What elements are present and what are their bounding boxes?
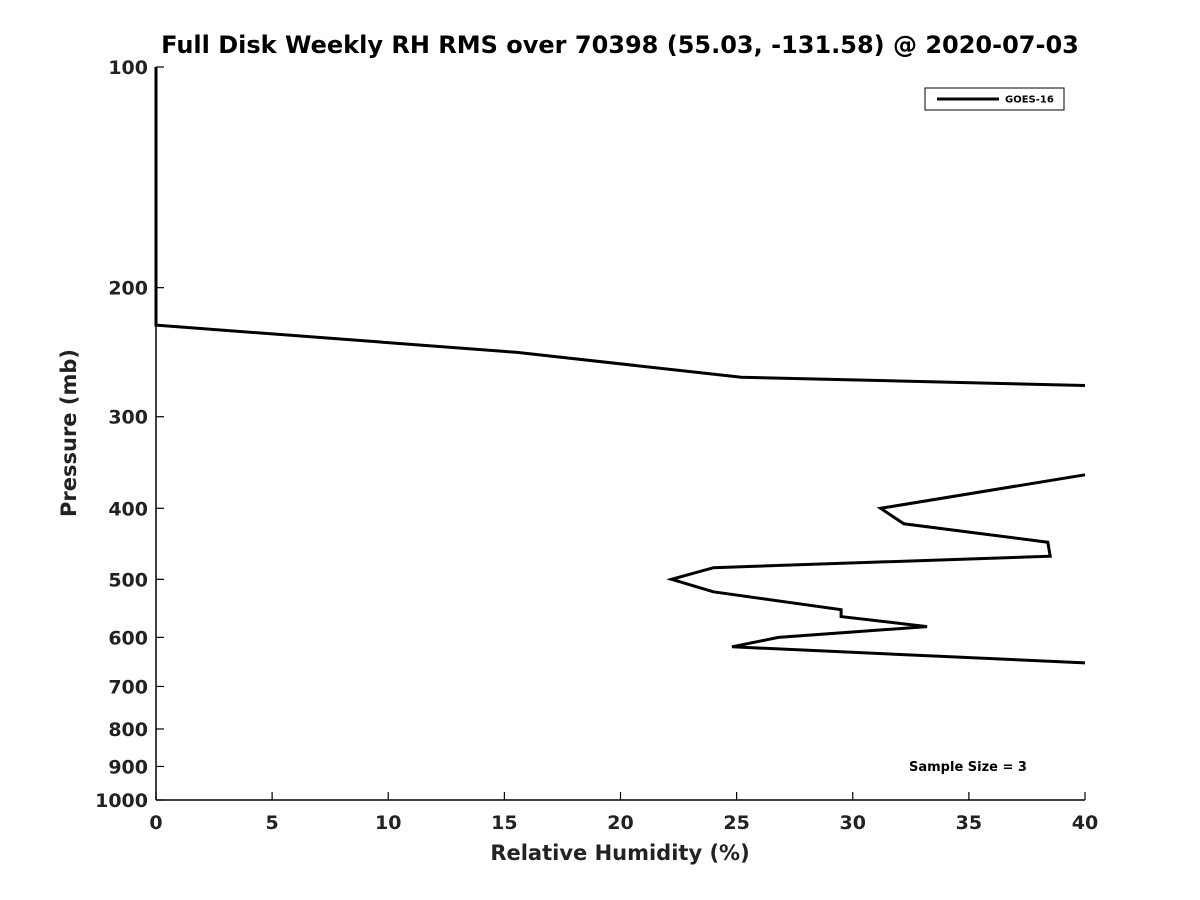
y-axis-label: Pressure (mb) [57, 349, 81, 517]
x-tick-label: 30 [840, 812, 866, 834]
series-line-goes-16 [154, 67, 1086, 387]
y-tick-label: 600 [108, 627, 148, 649]
x-tick-label: 15 [491, 812, 517, 834]
axes [155, 67, 1085, 801]
x-tick-label: 20 [607, 812, 633, 834]
x-tick-label: 35 [956, 812, 982, 834]
legend: GOES-16 [924, 87, 1065, 111]
series-line-goes-16 [666, 473, 1086, 665]
y-tick-label: 200 [108, 278, 148, 300]
x-ticks: 0 5 10 15 20 25 30 35 40 [149, 792, 1098, 834]
x-tick-label: 40 [1072, 812, 1098, 834]
x-tick-label: 0 [149, 812, 162, 834]
y-tick-label: 900 [108, 756, 148, 778]
x-tick-label: 5 [266, 812, 279, 834]
x-tick-label: 10 [375, 812, 401, 834]
y-tick-label: 400 [108, 498, 148, 520]
y-tick-label: 700 [108, 676, 148, 698]
x-tick-label: 25 [723, 812, 749, 834]
y-tick-label: 1000 [95, 790, 148, 812]
y-tick-label: 100 [108, 57, 148, 79]
legend-label: GOES-16 [1005, 95, 1054, 106]
chart-title: Full Disk Weekly RH RMS over 70398 (55.0… [161, 31, 1079, 59]
y-tick-label: 300 [108, 407, 148, 429]
y-tick-label: 500 [108, 569, 148, 591]
y-ticks: 100 200 300 400 500 600 700 800 900 1000 [95, 57, 164, 812]
series-group [154, 67, 1086, 665]
x-axis-label: Relative Humidity (%) [490, 841, 749, 865]
y-tick-label: 800 [108, 719, 148, 741]
sample-size-annotation: Sample Size = 3 [909, 760, 1027, 775]
